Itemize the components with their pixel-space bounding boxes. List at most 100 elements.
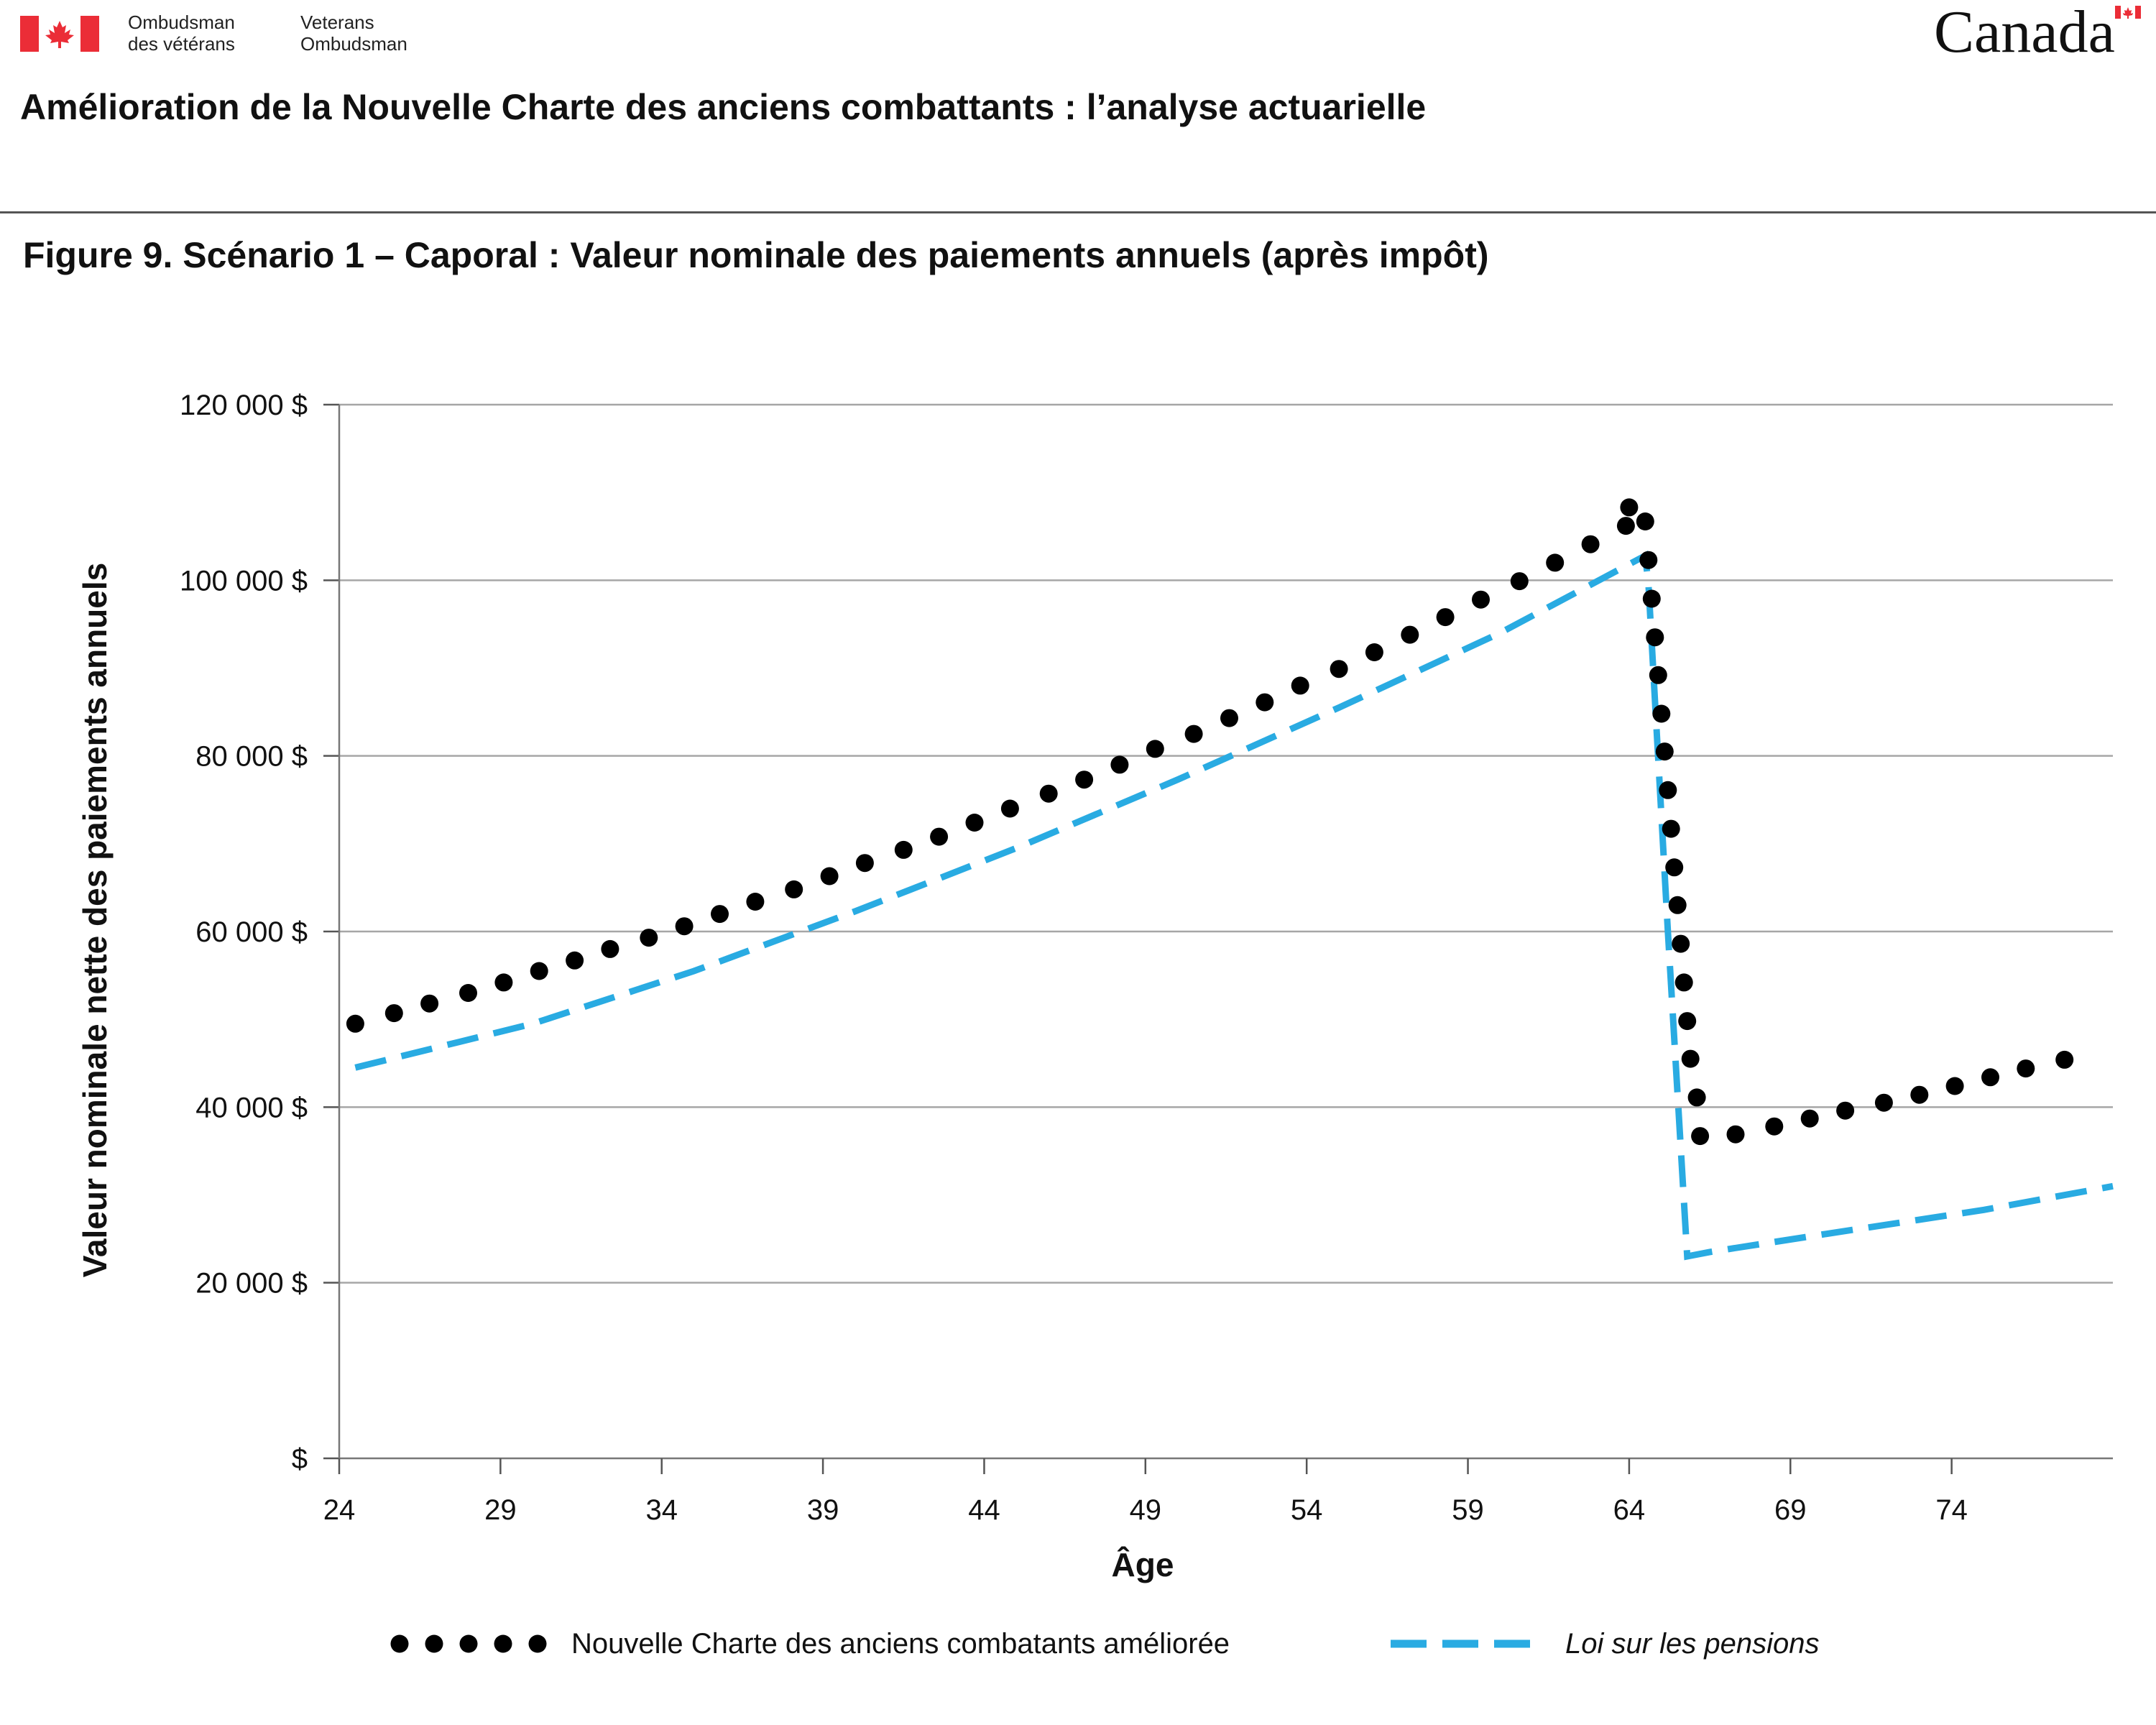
data-point-nouvelle-charte [894, 840, 913, 859]
data-point-nouvelle-charte [1000, 799, 1019, 818]
legend-dot [390, 1634, 409, 1653]
data-point-nouvelle-charte [1146, 740, 1164, 758]
data-point-nouvelle-charte [1681, 1049, 1700, 1068]
series-nouvelle-charte [346, 498, 2074, 1146]
legend-label-nouvelle-charte: Nouvelle Charte des anciens combatants a… [571, 1628, 1230, 1660]
data-point-nouvelle-charte [1291, 676, 1309, 695]
data-point-nouvelle-charte [1652, 704, 1671, 723]
y-axis-title: Valeur nominale nette des paiements annu… [76, 563, 114, 1277]
data-point-nouvelle-charte [1616, 517, 1635, 535]
data-point-nouvelle-charte [1401, 625, 1419, 644]
wordmark-maple-leaf [2123, 7, 2133, 19]
x-tick-label: 44 [968, 1494, 1000, 1526]
data-point-nouvelle-charte [494, 973, 513, 992]
data-point-nouvelle-charte [1184, 724, 1203, 743]
org-name-english: Veterans Ombudsman [300, 12, 407, 55]
data-point-nouvelle-charte [1662, 819, 1680, 838]
data-point-nouvelle-charte [965, 814, 984, 832]
x-tick-label: 74 [1935, 1494, 1968, 1526]
x-tick-label: 34 [645, 1494, 678, 1526]
data-point-nouvelle-charte [1256, 693, 1274, 712]
data-point-nouvelle-charte [1581, 535, 1600, 553]
data-point-nouvelle-charte [1039, 784, 1058, 803]
data-point-nouvelle-charte [1678, 1012, 1697, 1031]
data-point-nouvelle-charte [711, 905, 729, 924]
header-divider [0, 211, 2156, 213]
x-tick-label: 54 [1291, 1494, 1323, 1526]
data-point-nouvelle-charte [1642, 589, 1661, 608]
wordmark-text: Canada [1934, 0, 2115, 65]
data-point-nouvelle-charte [1075, 770, 1094, 789]
data-point-nouvelle-charte [1765, 1117, 1784, 1136]
data-point-nouvelle-charte [1220, 709, 1238, 727]
data-point-nouvelle-charte [566, 951, 584, 970]
data-point-nouvelle-charte [1636, 512, 1654, 530]
data-point-nouvelle-charte [1668, 896, 1687, 914]
data-point-nouvelle-charte [1687, 1088, 1706, 1107]
flag-maple-leaf [45, 21, 74, 48]
x-tick-label: 59 [1452, 1494, 1484, 1526]
figure-title: Figure 9. Scénario 1 – Caporal : Valeur … [23, 235, 1489, 275]
org-name-french: Ombudsman des vétérans [128, 12, 235, 55]
data-point-nouvelle-charte [1646, 628, 1664, 647]
axes [338, 405, 2113, 1460]
y-tick-label: $ [292, 1443, 308, 1475]
data-point-nouvelle-charte [1649, 666, 1667, 684]
x-tick-label: 24 [323, 1494, 356, 1526]
legend-dot [494, 1634, 512, 1653]
x-tick-label: 69 [1774, 1494, 1807, 1526]
data-point-nouvelle-charte [1665, 858, 1684, 877]
data-point-nouvelle-charte [1836, 1101, 1855, 1120]
data-point-nouvelle-charte [530, 962, 548, 980]
data-point-nouvelle-charte [1510, 572, 1529, 591]
legend-dot [425, 1634, 443, 1653]
data-point-nouvelle-charte [1472, 590, 1490, 609]
data-point-nouvelle-charte [1546, 553, 1565, 572]
legend-swatch-nouvelle-charte [390, 1634, 547, 1653]
chart-legend: Nouvelle Charte des anciens combatants a… [390, 1628, 1820, 1660]
data-point-nouvelle-charte [1110, 755, 1129, 774]
data-point-nouvelle-charte [2017, 1059, 2035, 1078]
page-header: Ombudsman des vétérans Veterans Ombudsma… [0, 0, 2156, 216]
legend-dot [459, 1634, 478, 1653]
canada-wordmark-logo: Canada [1934, 0, 2141, 65]
data-point-nouvelle-charte [820, 867, 839, 886]
y-tick-label: 40 000 $ [195, 1092, 308, 1123]
data-point-nouvelle-charte [459, 984, 477, 1002]
legend-label-loi-sur-les-pensions: Loi sur les pensions [1565, 1628, 1820, 1660]
legend-dot [528, 1634, 547, 1653]
data-point-nouvelle-charte [1674, 973, 1693, 992]
series-loi-sur-les-pensions [354, 551, 2114, 1261]
gridlines [323, 403, 2113, 1460]
y-tick-labels: $20 000 $ 40 000 $ 60 000 $ 80 000 $ 100 000… [180, 390, 308, 1475]
data-point-nouvelle-charte [346, 1014, 364, 1033]
data-point-nouvelle-charte [1655, 742, 1674, 761]
x-tick-label: 64 [1613, 1494, 1646, 1526]
data-point-nouvelle-charte [1330, 660, 1348, 678]
data-point-nouvelle-charte [1639, 551, 1658, 569]
flag-left-bar [20, 16, 39, 52]
data-point-nouvelle-charte [930, 827, 949, 846]
data-point-nouvelle-charte [1436, 608, 1455, 627]
data-point-nouvelle-charte [2055, 1050, 2074, 1069]
data-point-nouvelle-charte [1691, 1127, 1710, 1146]
data-point-nouvelle-charte [601, 939, 619, 958]
y-tick-label: 100 000 $ [180, 565, 308, 597]
data-point-nouvelle-charte [1672, 934, 1690, 953]
data-point-nouvelle-charte [1365, 643, 1383, 661]
x-tick-label: 29 [484, 1494, 517, 1526]
data-point-nouvelle-charte [420, 994, 439, 1013]
flag-right-bar [80, 16, 99, 52]
data-point-nouvelle-charte [1874, 1093, 1893, 1112]
data-point-nouvelle-charte [785, 880, 803, 898]
data-point-nouvelle-charte [746, 893, 765, 911]
wordmark-flag-left [2115, 6, 2121, 19]
data-point-nouvelle-charte [855, 854, 874, 873]
x-tick-labels: 24 29 34 39 44 49 54 59 64 69 74 [323, 1458, 1968, 1526]
y-tick-label: 60 000 $ [195, 916, 308, 948]
data-point-nouvelle-charte [1726, 1125, 1745, 1144]
data-point-nouvelle-charte [384, 1004, 403, 1023]
x-tick-label: 39 [807, 1494, 839, 1526]
series-line-loi-sur-les-pensions [354, 551, 2114, 1261]
